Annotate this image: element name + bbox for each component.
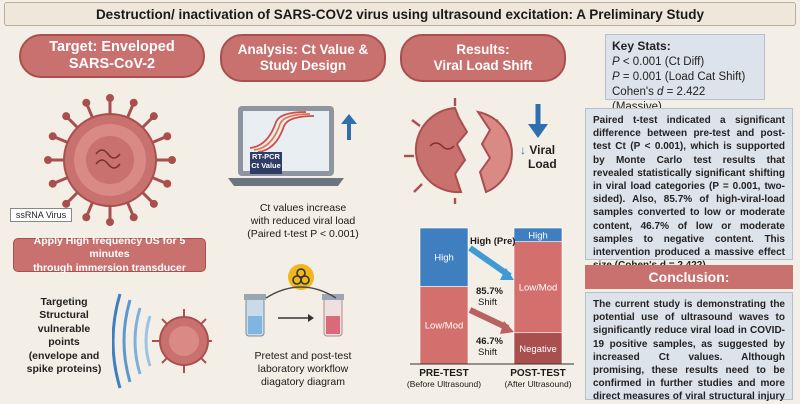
key-stats-box: Key Stats: P < 0.001 (Ct Diff) P = 0.001… — [605, 34, 765, 113]
ultrasound-wave-illustration — [112, 293, 212, 389]
shift-arrow-lowmod-to-negative — [468, 307, 510, 331]
arrow-label-shift2-pct: 46.7% — [476, 336, 503, 347]
bar-post-low-mod — [513, 241, 563, 334]
results-heading-line2: Viral Load Shift — [433, 58, 533, 73]
analysis-heading: Analysis: Ct Value & Study Design — [220, 34, 386, 82]
bar-post-negative — [513, 332, 563, 365]
targeting-text: Targeting Structural vulnerable points (… — [26, 296, 102, 376]
category-sublabel-pre: (Before Ultrasound) — [407, 379, 481, 389]
results-paragraph: Paired t-test indicated a significant di… — [585, 108, 793, 271]
arrow-label-high-pre: High (Pre) — [470, 236, 515, 247]
bar-post-high — [513, 227, 563, 242]
viral-load-label: ↓ Viral Load — [520, 143, 557, 171]
down-arrow-icon — [528, 104, 548, 138]
target-heading: Target: Enveloped SARS-CoV-2 — [19, 34, 205, 78]
workflow-text: Pretest and post-test laboratory workflo… — [254, 350, 352, 389]
shift-arrowhead-1 — [500, 268, 514, 280]
arrow-label-shift1-pct: 85.7% — [476, 286, 503, 297]
shift-arrow-high-to-lowmod — [468, 245, 512, 279]
rtpcr-screen-label: RT-PCR Ct Value — [251, 152, 281, 170]
key-stats-title: Key Stats: — [612, 39, 671, 53]
apply-line1: Apply High frequency US for 5 minutes — [33, 235, 186, 261]
title-text: Destruction/ inactivation of SARS-COV2 v… — [95, 6, 705, 22]
apply-ultrasound-box: Apply High frequency US for 5 minutes th… — [13, 235, 206, 274]
bar-label-post-0: Negative — [519, 344, 557, 355]
ct-values-text: Ct values increase with reduced viral lo… — [247, 202, 359, 241]
bar-label-post-1: Low/Mod — [519, 283, 558, 294]
results-heading: Results: Viral Load Shift — [400, 34, 566, 82]
bar-pre-low-mod — [419, 286, 469, 365]
stat-ct-diff: P < 0.001 (Ct Diff) — [612, 56, 705, 68]
analysis-heading-line2: Study Design — [259, 58, 347, 73]
category-sublabel-post: (After Ultrasound) — [504, 379, 571, 389]
arrow-label-shift1-word: Shift — [478, 297, 497, 308]
page-title: Destruction/ inactivation of SARS-COV2 v… — [4, 2, 796, 26]
apply-line2: through immersion transducer — [33, 261, 186, 274]
broken-virus-illustration — [404, 98, 513, 204]
virus-illustration — [44, 94, 176, 226]
lab-workflow-illustration — [244, 264, 344, 337]
bar-label-pre-1: High — [434, 253, 454, 264]
category-label-pre: PRE-TEST — [419, 368, 468, 379]
conclusion-heading: Conclusion: — [585, 265, 793, 289]
target-heading-line2: SARS-CoV-2 — [68, 56, 156, 72]
bar-pre-high — [419, 227, 469, 287]
stat-load-shift: P = 0.001 (Load Cat Shift) — [612, 70, 746, 83]
analysis-heading-line1: Analysis: Ct Value & — [237, 42, 369, 58]
results-heading-line1: Results: — [456, 42, 510, 58]
target-heading-line1: Target: Enveloped — [49, 39, 175, 56]
category-label-post: POST-TEST — [510, 368, 566, 379]
shift-arrowhead-2 — [500, 321, 514, 334]
ssrna-label: ssRNA Virus — [10, 208, 72, 222]
conclusion-text: The current study is demonstrating the p… — [585, 292, 793, 402]
viral-load-chart: Low/Mod High PRE-TEST(Before Ultrasound) Ne… — [407, 227, 574, 389]
arrow-label-shift2-word: Shift — [478, 347, 497, 358]
laptop-illustration — [228, 106, 357, 186]
bar-label-post-2: High — [528, 230, 548, 241]
bar-label-pre-0: Low/Mod — [425, 321, 464, 332]
